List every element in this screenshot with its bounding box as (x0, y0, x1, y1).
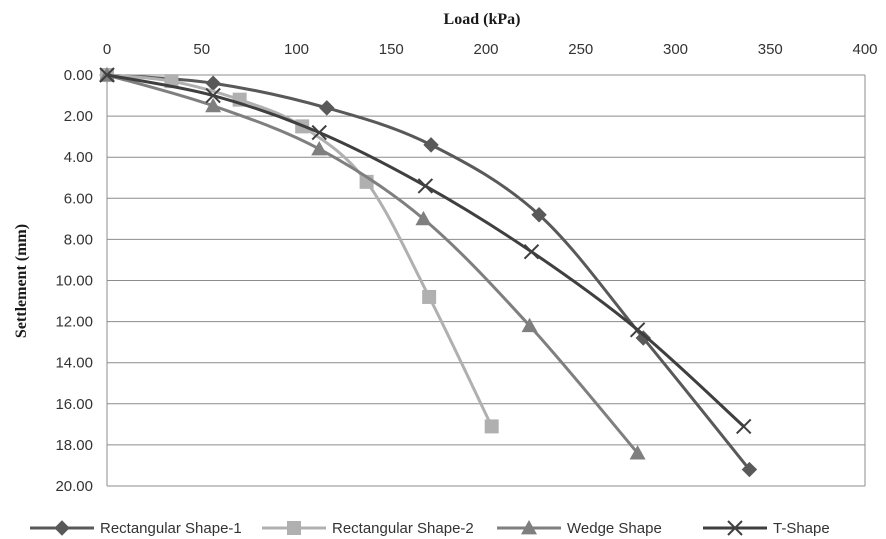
data-point (205, 75, 221, 91)
data-point (415, 210, 432, 226)
x-tick-label: 50 (193, 41, 210, 58)
legend: Rectangular Shape-1 Rectangular Shape-2 We… (30, 520, 830, 537)
data-point (629, 445, 646, 460)
y-tick-labels: 0.00 2.00 4.00 6.00 8.00 10.00 12.00 14.00 16.00… (55, 67, 93, 495)
data-point (741, 461, 758, 478)
data-point (319, 100, 335, 116)
x-tick-label: 350 (758, 41, 783, 58)
y-tick-label: 12.00 (55, 314, 93, 331)
series-3 (99, 67, 752, 435)
series-line (106, 73, 745, 428)
data-point (523, 244, 540, 260)
data-series (99, 67, 758, 478)
data-point (629, 322, 646, 338)
y-tick-label: 18.00 (55, 437, 93, 454)
data-point (521, 317, 538, 333)
y-tick-label: 0.00 (64, 67, 93, 84)
legend-label: Rectangular Shape-1 (100, 520, 242, 537)
data-point (422, 289, 437, 304)
legend-entry: T-Shape (703, 520, 830, 537)
y-tick-label: 10.00 (55, 273, 93, 290)
series-line (106, 73, 639, 455)
y-tick-label: 14.00 (55, 355, 93, 372)
legend-entry: Wedge Shape (497, 520, 662, 537)
x-tick-label: 400 (852, 41, 877, 58)
data-point (736, 418, 752, 435)
x-tick-labels: 0 50 100 150 200 250 300 350 400 (103, 41, 878, 58)
data-point (531, 207, 547, 223)
x-tick-label: 150 (379, 41, 404, 58)
data-point (205, 97, 222, 113)
y-tick-label: 16.00 (55, 396, 93, 413)
x-tick-label: 0 (103, 41, 111, 58)
x-tick-label: 100 (284, 41, 309, 58)
data-point (635, 330, 651, 346)
legend-marker (727, 520, 743, 536)
legend-label: Wedge Shape (567, 520, 662, 537)
data-point (205, 87, 221, 104)
x-axis-title: Load (kPa) (444, 11, 521, 28)
legend-label: T-Shape (773, 520, 830, 537)
y-tick-label: 2.00 (64, 108, 93, 125)
data-point (423, 137, 439, 153)
x-tick-label: 250 (568, 41, 593, 58)
x-tick-label: 300 (663, 41, 688, 58)
legend-marker (287, 521, 301, 535)
y-tick-label: 6.00 (64, 190, 93, 207)
legend-entry: Rectangular Shape-2 (262, 520, 474, 537)
legend-marker (521, 520, 537, 535)
y-tick-label: 20.00 (55, 478, 93, 495)
y-tick-label: 4.00 (64, 149, 93, 166)
data-point (99, 67, 115, 83)
data-point (311, 140, 328, 156)
legend-label: Rectangular Shape-2 (332, 520, 474, 537)
y-tick-label: 8.00 (64, 231, 93, 248)
data-point (484, 419, 499, 434)
series-0 (99, 67, 758, 478)
y-axis-title: Settlement (mm) (13, 224, 30, 338)
series-line (106, 73, 751, 471)
legend-marker (54, 520, 70, 536)
series-2 (99, 67, 646, 460)
x-tick-label: 200 (473, 41, 498, 58)
data-point (417, 178, 434, 194)
legend-entry: Rectangular Shape-1 (30, 520, 242, 537)
data-point (311, 124, 327, 141)
